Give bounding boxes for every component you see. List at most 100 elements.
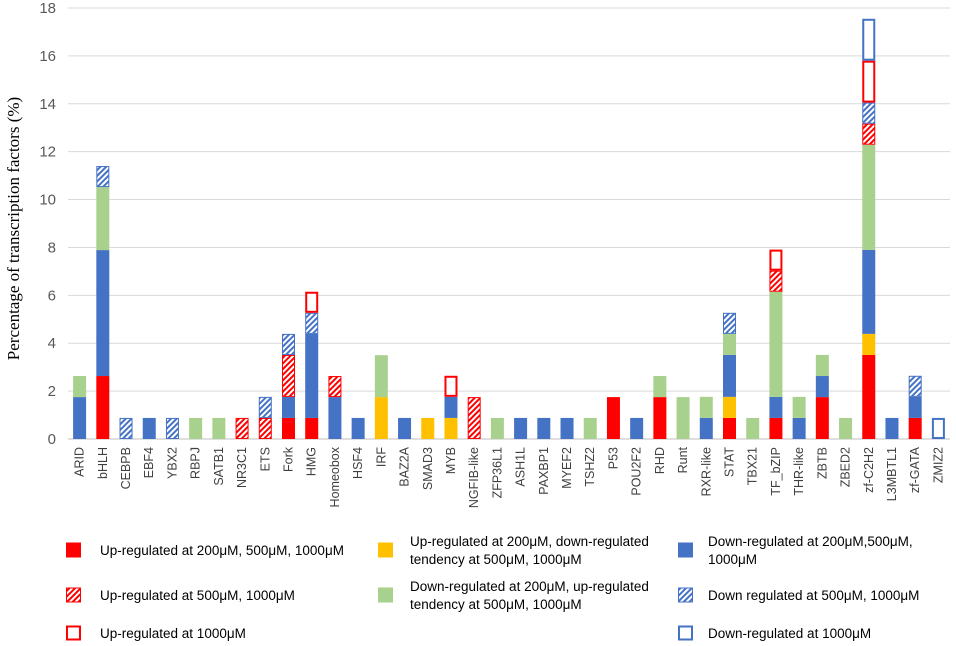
legend-label: Up-regulated at 200μM, down-regulated ten… bbox=[410, 534, 649, 567]
bar-segment bbox=[305, 291, 319, 313]
bar-segment bbox=[908, 417, 922, 439]
bar-segment bbox=[351, 417, 365, 439]
legend-swatch bbox=[66, 587, 81, 603]
bar-segment bbox=[305, 312, 319, 334]
x-tick-label: THR-like bbox=[792, 447, 806, 496]
bar-segment bbox=[699, 396, 713, 418]
x-tick-label: HSF4 bbox=[351, 447, 365, 479]
bar-segment bbox=[723, 312, 736, 334]
bar-segment bbox=[96, 187, 110, 251]
bar-segment bbox=[862, 249, 876, 334]
x-tick-label: NR3C1 bbox=[235, 447, 249, 488]
y-tick-label: 6 bbox=[48, 287, 56, 304]
bar-segment bbox=[165, 417, 179, 440]
bar-segment bbox=[862, 333, 876, 355]
bar-segment bbox=[746, 417, 760, 439]
bar-segment bbox=[792, 396, 806, 418]
x-tick-label: CEBPB bbox=[119, 447, 133, 489]
x-tick-label: STAT bbox=[723, 447, 737, 477]
bar-segment bbox=[769, 417, 783, 439]
bar-segment bbox=[119, 417, 133, 440]
x-tick-label: TBX21 bbox=[746, 447, 760, 485]
x-tick-label: PAXBP1 bbox=[537, 447, 551, 495]
x-tick-label: ARID bbox=[73, 447, 87, 477]
x-tick-label: ETS bbox=[258, 447, 272, 471]
x-tick-label: zf-C2H2 bbox=[862, 447, 876, 493]
legend-label: Up-regulated at 1000μM bbox=[100, 626, 246, 641]
bar-segment bbox=[630, 417, 644, 439]
y-tick-label: 4 bbox=[48, 335, 56, 352]
x-tick-label: bHLH bbox=[96, 447, 110, 479]
bar-segment bbox=[282, 333, 295, 355]
bar-segment bbox=[606, 397, 620, 439]
x-tick-label: HMG bbox=[305, 447, 319, 476]
legend-label: Down regulated at 500μM, 1000μM bbox=[708, 588, 919, 603]
x-tick-label: MYEF2 bbox=[560, 447, 574, 489]
bar-segment bbox=[862, 18, 876, 61]
category-labels: ARID bHLH CEBPB EBF4 YBX2 RBPJ SATB1 NR3C1 ETS Fo… bbox=[73, 446, 946, 508]
bar-segment bbox=[723, 354, 736, 397]
bar-segment bbox=[490, 417, 504, 439]
legend-swatch bbox=[678, 542, 693, 558]
x-tick-label: P53 bbox=[606, 447, 620, 469]
bar-segment bbox=[258, 417, 272, 440]
y-tick-label: 18 bbox=[39, 0, 56, 17]
bar-segment bbox=[583, 417, 597, 439]
bar-segment bbox=[467, 397, 481, 440]
bar-segment bbox=[96, 376, 110, 439]
bar-segment bbox=[908, 396, 922, 418]
x-tick-label: BAZ2A bbox=[398, 446, 412, 486]
x-tick-label: SATB1 bbox=[212, 447, 226, 486]
x-tick-label: MYB bbox=[444, 447, 458, 474]
bar-segment bbox=[282, 417, 295, 439]
legend-swatch bbox=[378, 587, 393, 603]
bar-segment bbox=[885, 417, 899, 439]
x-tick-label: NGFIB-like bbox=[467, 447, 481, 508]
bar-segment bbox=[792, 417, 806, 439]
legend-label: Down-regulated at 200μM, up-regulated ten… bbox=[410, 579, 649, 612]
x-tick-label: L3MBTL1 bbox=[885, 447, 899, 501]
bar-segment bbox=[839, 417, 853, 439]
bar-segment bbox=[305, 333, 319, 418]
bar-segment bbox=[73, 376, 87, 398]
bar-segment bbox=[282, 354, 295, 397]
x-tick-label: YBX2 bbox=[165, 447, 179, 479]
bar-segment bbox=[862, 123, 876, 145]
x-tick-label: TSHZ2 bbox=[583, 447, 597, 487]
legend-swatch bbox=[66, 625, 81, 641]
legend-label: Up-regulated at 200μM, 500μM, 1000μM bbox=[100, 543, 344, 558]
x-tick-label: POU2F2 bbox=[630, 447, 644, 496]
bar-segment bbox=[421, 417, 435, 439]
bar-segment bbox=[815, 376, 829, 398]
legend-swatch bbox=[378, 542, 393, 558]
bar-segment bbox=[862, 354, 876, 439]
legend-label: Up-regulated at 500μM, 1000μM bbox=[100, 588, 295, 603]
bar-segment bbox=[815, 397, 829, 439]
x-tick-label: RHD bbox=[653, 447, 667, 474]
bar-segment bbox=[212, 417, 226, 439]
y-tick-label: 10 bbox=[39, 192, 56, 209]
x-tick-label: zf-GATA bbox=[908, 446, 922, 493]
x-tick-label: ZBED2 bbox=[839, 447, 853, 487]
bar-segment bbox=[96, 166, 110, 188]
x-tick-label: ASH1L bbox=[514, 447, 528, 487]
y-tick-label: 16 bbox=[39, 48, 56, 65]
legend-swatch bbox=[678, 587, 693, 603]
x-tick-label: EBF4 bbox=[142, 447, 156, 478]
bar-segment bbox=[653, 376, 667, 398]
x-tick-label: IRF bbox=[374, 447, 388, 468]
bar-segment bbox=[258, 396, 272, 418]
bar-segment bbox=[769, 249, 783, 271]
bar-segment bbox=[908, 375, 922, 397]
bar-segment bbox=[699, 417, 713, 439]
bar-segment bbox=[444, 375, 458, 397]
x-tick-label: RXR-like bbox=[699, 447, 713, 496]
bar-segment bbox=[676, 397, 690, 439]
bar-segment bbox=[374, 355, 388, 398]
bar-segment bbox=[769, 291, 783, 397]
bar-segment bbox=[398, 417, 412, 439]
bar-segment bbox=[514, 417, 528, 439]
y-tick-label: 8 bbox=[48, 239, 56, 256]
bar-segment bbox=[769, 270, 783, 292]
